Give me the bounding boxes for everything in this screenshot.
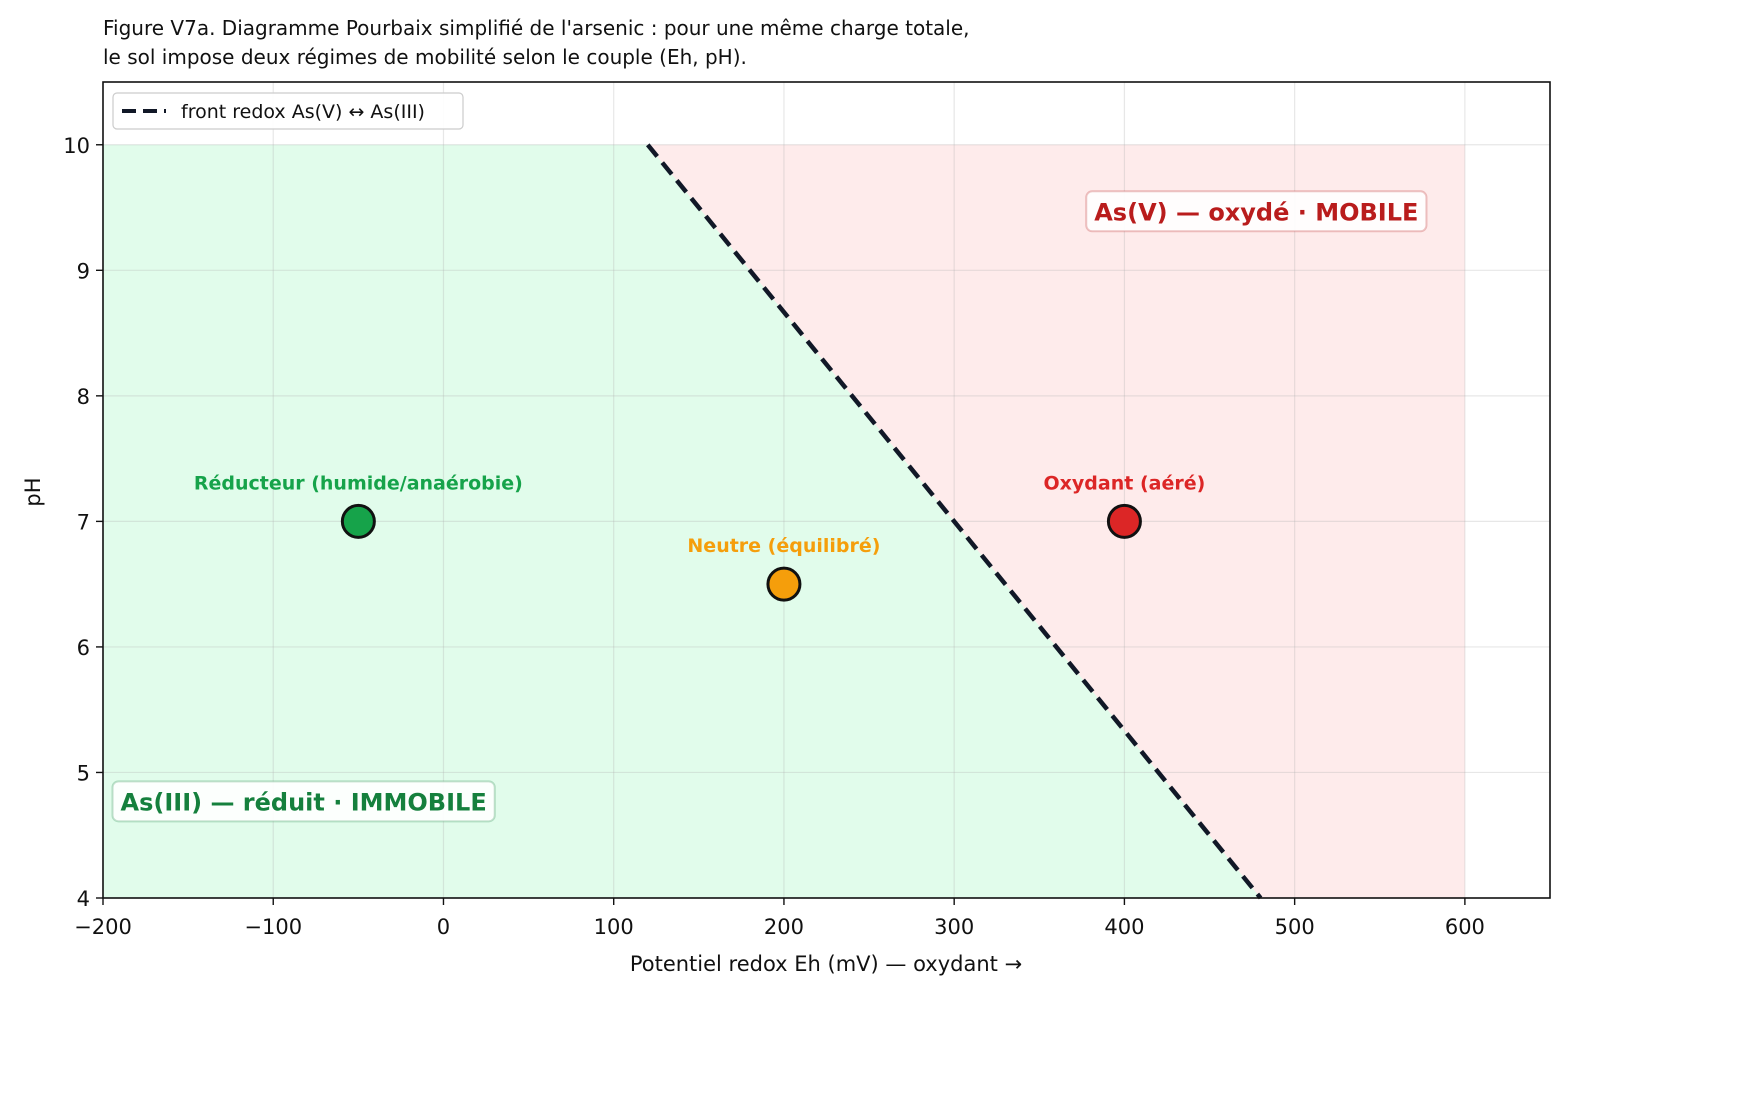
- x-tick-label: −100: [244, 915, 302, 939]
- x-tick-label: 500: [1275, 915, 1315, 939]
- x-axis-label: Potentiel redox Eh (mV) — oxydant →: [630, 952, 1022, 976]
- point-marker-1: [766, 566, 802, 602]
- points-layer: Réducteur (humide/anaérobie) Neutre (équi…: [194, 472, 1206, 602]
- legend-entry-label: front redox As(V) ↔ As(III): [181, 101, 425, 123]
- y-tick-label: 8: [77, 385, 90, 409]
- legend: front redox As(V) ↔ As(III): [112, 92, 464, 130]
- point-label-0: Réducteur (humide/anaérobie): [194, 472, 523, 494]
- y-axis-label: pH: [21, 477, 45, 506]
- y-tick-label: 6: [77, 636, 90, 660]
- region-oxidized: [647, 144, 1465, 898]
- pourbaix-chart: Réducteur (humide/anaérobie) Neutre (équi…: [21, 81, 1551, 976]
- redox-front-line: [646, 143, 1263, 900]
- region-label-box-0: [111, 780, 496, 823]
- region-label-0: As(III) — réduit · IMMOBILE: [121, 788, 487, 816]
- x-tick-label: 600: [1445, 915, 1485, 939]
- chart-title-line-2: le sol impose deux régimes de mobilité s…: [103, 45, 747, 69]
- point-label-2: Oxydant (aéré): [1044, 472, 1206, 494]
- x-tick-label: −200: [74, 915, 132, 939]
- point-marker-0: [340, 503, 376, 539]
- region-reduced: [103, 144, 1261, 898]
- region-label-1: As(V) — oxydé · MOBILE: [1094, 198, 1418, 226]
- plot-frame: [102, 81, 1551, 899]
- point-marker-2: [1106, 503, 1142, 539]
- region-label-box-1: [1085, 190, 1428, 233]
- x-tick-label: 100: [594, 915, 634, 939]
- x-tick-label: 200: [764, 915, 804, 939]
- point-label-1: Neutre (équilibré): [687, 535, 880, 557]
- chart-title-line-1: Figure V7a. Diagramme Pourbaix simplifié…: [103, 16, 970, 40]
- y-tick-label: 10: [63, 134, 90, 158]
- legend-box: [112, 92, 464, 130]
- y-tick-label: 4: [77, 887, 90, 911]
- x-tick-label: 400: [1104, 915, 1144, 939]
- x-tick-label: 0: [437, 915, 450, 939]
- y-tick-label: 5: [77, 761, 90, 785]
- y-tick-label: 9: [77, 259, 90, 283]
- labels-layer: As(III) — réduit · IMMOBILE As(V) — oxydé…: [111, 190, 1428, 823]
- grid-layer: [102, 82, 1550, 899]
- regions-layer: [103, 144, 1465, 898]
- y-tick-label: 7: [77, 510, 90, 534]
- x-tick-label: 300: [934, 915, 974, 939]
- front-line-layer: [646, 143, 1263, 900]
- axes-layer: −200 −100 0 100 200 300 400 500 600 4 5 6 7 8 9 10: [63, 81, 1551, 939]
